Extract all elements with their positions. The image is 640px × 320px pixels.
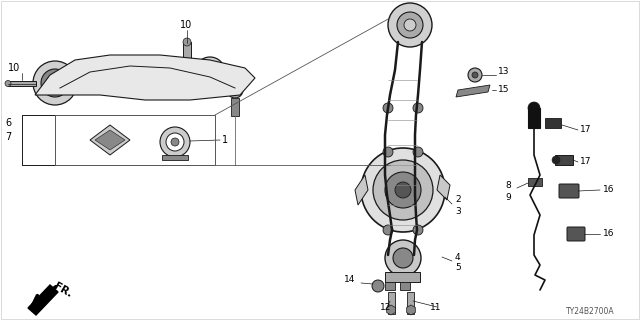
Circle shape <box>385 172 421 208</box>
Circle shape <box>361 148 445 232</box>
Circle shape <box>41 69 69 97</box>
Text: 5: 5 <box>455 263 461 273</box>
Text: FR.: FR. <box>52 281 74 299</box>
Text: 6: 6 <box>5 118 11 128</box>
Circle shape <box>372 280 384 292</box>
Circle shape <box>395 182 411 198</box>
FancyBboxPatch shape <box>559 184 579 198</box>
Circle shape <box>227 82 243 98</box>
Bar <box>528 178 542 186</box>
Circle shape <box>393 248 413 268</box>
Polygon shape <box>437 175 450 200</box>
Circle shape <box>171 138 179 146</box>
Bar <box>55 115 215 165</box>
Text: 10: 10 <box>8 63 20 73</box>
Circle shape <box>5 81 11 86</box>
Bar <box>400 282 410 290</box>
Text: 1: 1 <box>222 135 228 145</box>
Text: 3: 3 <box>455 207 461 217</box>
Circle shape <box>404 19 416 31</box>
Polygon shape <box>95 130 125 150</box>
Text: 9: 9 <box>505 193 511 202</box>
Circle shape <box>413 103 423 113</box>
Circle shape <box>397 12 423 38</box>
Circle shape <box>206 68 214 76</box>
Text: 2: 2 <box>455 196 461 204</box>
Circle shape <box>33 61 77 105</box>
Bar <box>8 81 36 86</box>
Text: 15: 15 <box>498 85 509 94</box>
Bar <box>162 155 188 160</box>
Circle shape <box>383 225 393 235</box>
Circle shape <box>48 76 62 90</box>
Text: 14: 14 <box>344 276 355 284</box>
Text: 16: 16 <box>603 186 614 195</box>
Text: 7: 7 <box>5 132 12 142</box>
Bar <box>407 292 414 314</box>
FancyBboxPatch shape <box>567 227 585 241</box>
Text: TY24B2700A: TY24B2700A <box>566 308 614 316</box>
Text: 17: 17 <box>580 157 591 166</box>
Text: 8: 8 <box>505 180 511 189</box>
Text: 17: 17 <box>580 125 591 134</box>
Circle shape <box>201 63 219 81</box>
Bar <box>385 272 420 282</box>
Circle shape <box>373 160 433 220</box>
Text: 16: 16 <box>603 229 614 238</box>
Polygon shape <box>90 125 130 155</box>
Circle shape <box>183 38 191 46</box>
Circle shape <box>160 127 190 157</box>
Circle shape <box>413 147 423 157</box>
Polygon shape <box>28 285 58 315</box>
Circle shape <box>468 68 482 82</box>
Text: 13: 13 <box>498 68 509 76</box>
Circle shape <box>166 133 184 151</box>
Bar <box>528 108 540 128</box>
Text: 12: 12 <box>380 303 392 313</box>
Bar <box>388 292 395 314</box>
Polygon shape <box>35 55 255 100</box>
Circle shape <box>552 156 560 164</box>
Circle shape <box>413 225 423 235</box>
Bar <box>385 282 395 290</box>
Circle shape <box>383 147 393 157</box>
Circle shape <box>472 72 478 78</box>
Circle shape <box>388 3 432 47</box>
Bar <box>183 42 191 62</box>
Circle shape <box>195 57 225 87</box>
Bar <box>555 155 573 165</box>
Circle shape <box>383 103 393 113</box>
Circle shape <box>528 102 540 114</box>
Bar <box>231 98 239 116</box>
Polygon shape <box>456 85 490 97</box>
Text: 10: 10 <box>180 20 192 30</box>
Text: 11: 11 <box>430 303 442 313</box>
Text: 4: 4 <box>455 252 461 261</box>
Circle shape <box>385 240 421 276</box>
Bar <box>545 118 561 128</box>
Polygon shape <box>355 175 368 205</box>
